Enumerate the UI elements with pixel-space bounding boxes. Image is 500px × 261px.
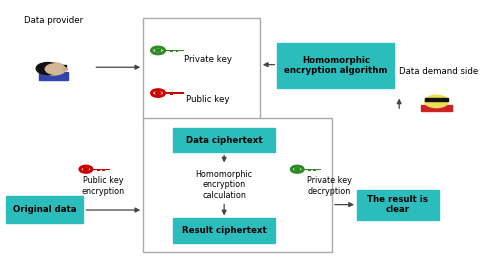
Text: Data demand side: Data demand side: [400, 67, 478, 76]
Text: Homomorphic
encryption algorithm: Homomorphic encryption algorithm: [284, 56, 388, 75]
Text: Data provider: Data provider: [24, 16, 83, 25]
Circle shape: [42, 63, 66, 75]
Text: Public key
encryption: Public key encryption: [82, 176, 125, 196]
Text: The result is
clear: The result is clear: [368, 195, 428, 215]
FancyBboxPatch shape: [40, 72, 68, 80]
Circle shape: [62, 68, 68, 70]
FancyBboxPatch shape: [421, 105, 452, 111]
FancyBboxPatch shape: [170, 94, 173, 95]
FancyBboxPatch shape: [357, 190, 439, 220]
Text: Homomorphic
encryption
calculation: Homomorphic encryption calculation: [196, 170, 252, 200]
FancyBboxPatch shape: [92, 169, 110, 170]
Circle shape: [156, 92, 160, 94]
Text: Private key: Private key: [184, 55, 232, 64]
Circle shape: [156, 49, 160, 52]
FancyBboxPatch shape: [173, 128, 275, 152]
FancyBboxPatch shape: [143, 118, 332, 252]
Text: Public key: Public key: [186, 95, 230, 104]
Text: Private key
decryption: Private key decryption: [307, 176, 352, 196]
Circle shape: [45, 64, 66, 74]
FancyBboxPatch shape: [143, 18, 260, 121]
Circle shape: [294, 168, 300, 170]
Circle shape: [36, 63, 59, 74]
FancyBboxPatch shape: [41, 65, 66, 69]
FancyBboxPatch shape: [164, 92, 184, 94]
FancyBboxPatch shape: [176, 51, 178, 52]
Text: Data ciphertext: Data ciphertext: [186, 136, 262, 145]
FancyBboxPatch shape: [164, 50, 184, 51]
Circle shape: [84, 168, 88, 170]
FancyBboxPatch shape: [278, 43, 394, 88]
Circle shape: [424, 95, 448, 108]
Text: Result ciphertext: Result ciphertext: [182, 226, 266, 235]
FancyBboxPatch shape: [97, 170, 100, 171]
FancyBboxPatch shape: [432, 104, 441, 106]
Text: Original data: Original data: [13, 205, 76, 214]
FancyBboxPatch shape: [173, 218, 275, 243]
FancyBboxPatch shape: [50, 72, 58, 73]
FancyBboxPatch shape: [308, 170, 311, 171]
FancyBboxPatch shape: [303, 169, 321, 170]
FancyBboxPatch shape: [170, 51, 173, 52]
FancyBboxPatch shape: [6, 196, 84, 223]
FancyBboxPatch shape: [424, 98, 448, 101]
